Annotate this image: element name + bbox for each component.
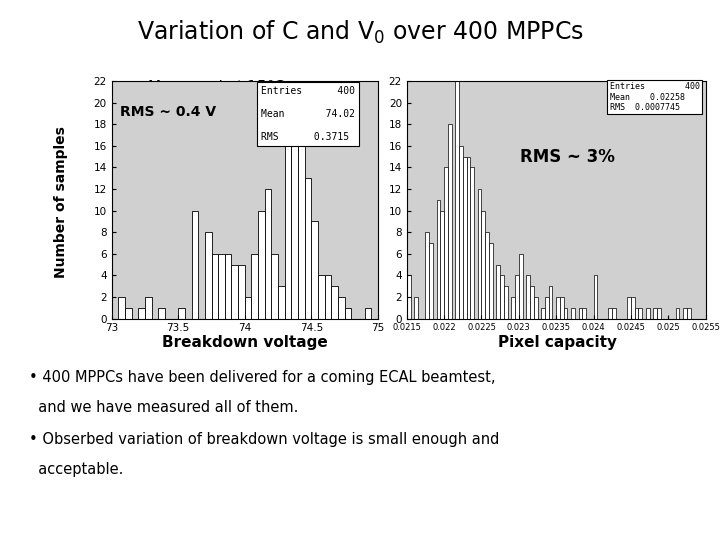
Text: • 400 MPPCs have been delivered for a coming ECAL beamtest,: • 400 MPPCs have been delivered for a co… bbox=[29, 370, 495, 385]
Text: RMS ~ 0.4 V: RMS ~ 0.4 V bbox=[120, 105, 216, 119]
Bar bbox=[407, 275, 410, 319]
Bar bbox=[318, 275, 325, 319]
Bar bbox=[285, 146, 292, 319]
Bar bbox=[515, 275, 519, 319]
Bar bbox=[218, 254, 225, 319]
Text: Pixel capacity: Pixel capacity bbox=[498, 335, 618, 350]
Bar bbox=[653, 308, 657, 319]
Bar bbox=[278, 286, 285, 319]
Bar bbox=[444, 167, 448, 319]
Bar bbox=[485, 232, 489, 319]
Bar bbox=[545, 297, 549, 319]
Bar bbox=[426, 232, 429, 319]
Bar bbox=[429, 243, 433, 319]
Bar bbox=[365, 308, 372, 319]
Text: Entries      400

Mean       74.02

RMS      0.3715: Entries 400 Mean 74.02 RMS 0.3715 bbox=[261, 86, 355, 142]
Bar bbox=[526, 275, 530, 319]
Bar bbox=[687, 308, 690, 319]
Bar bbox=[675, 308, 680, 319]
Bar bbox=[436, 200, 441, 319]
Bar bbox=[345, 308, 351, 319]
Bar bbox=[627, 297, 631, 319]
Bar bbox=[631, 297, 634, 319]
Bar bbox=[500, 275, 504, 319]
Bar bbox=[530, 286, 534, 319]
Bar bbox=[258, 211, 265, 319]
Bar bbox=[325, 275, 331, 319]
Bar bbox=[448, 124, 451, 319]
Bar bbox=[541, 308, 545, 319]
Bar bbox=[519, 254, 523, 319]
Bar bbox=[560, 297, 564, 319]
Bar bbox=[683, 308, 687, 319]
Text: Breakdown voltage: Breakdown voltage bbox=[162, 335, 328, 350]
Bar bbox=[608, 308, 612, 319]
Bar bbox=[564, 308, 567, 319]
Bar bbox=[478, 189, 482, 319]
Bar bbox=[118, 297, 125, 319]
Bar bbox=[271, 254, 278, 319]
Text: Variation of C and V$_0$ over 400 MPPCs: Variation of C and V$_0$ over 400 MPPCs bbox=[137, 19, 583, 46]
Bar bbox=[125, 308, 132, 319]
Bar bbox=[212, 254, 218, 319]
Bar bbox=[470, 167, 474, 319]
Bar bbox=[504, 286, 508, 319]
Bar bbox=[158, 308, 165, 319]
Bar bbox=[467, 157, 470, 319]
Bar bbox=[414, 297, 418, 319]
Bar bbox=[496, 265, 500, 319]
Bar bbox=[265, 189, 271, 319]
Bar bbox=[331, 286, 338, 319]
Bar bbox=[251, 254, 258, 319]
Bar bbox=[511, 297, 515, 319]
Bar bbox=[179, 308, 185, 319]
Bar bbox=[459, 146, 463, 319]
Bar bbox=[298, 103, 305, 319]
Bar bbox=[238, 265, 245, 319]
Text: • Obserbed variation of breakdown voltage is small enough and: • Obserbed variation of breakdown voltag… bbox=[29, 432, 499, 447]
Bar bbox=[534, 297, 538, 319]
Bar bbox=[579, 308, 582, 319]
Text: Measured at 15$^o$C: Measured at 15$^o$C bbox=[147, 79, 285, 96]
Text: Number of samples: Number of samples bbox=[54, 126, 68, 279]
Bar bbox=[549, 286, 552, 319]
Bar bbox=[245, 297, 251, 319]
Text: and we have measured all of them.: and we have measured all of them. bbox=[29, 400, 298, 415]
Bar bbox=[192, 211, 198, 319]
Bar bbox=[612, 308, 616, 319]
Bar bbox=[657, 308, 661, 319]
Text: Entries        400
Mean    0.02258
RMS  0.0007745: Entries 400 Mean 0.02258 RMS 0.0007745 bbox=[610, 82, 700, 112]
Bar bbox=[593, 275, 598, 319]
Bar bbox=[571, 308, 575, 319]
Bar bbox=[232, 265, 238, 319]
Bar bbox=[639, 308, 642, 319]
Text: acceptable.: acceptable. bbox=[29, 462, 123, 477]
Bar bbox=[646, 308, 649, 319]
Bar bbox=[441, 211, 444, 319]
Bar bbox=[292, 81, 298, 319]
Bar bbox=[312, 221, 318, 319]
Bar bbox=[634, 308, 639, 319]
Bar bbox=[482, 211, 485, 319]
Bar bbox=[338, 297, 345, 319]
Bar bbox=[145, 297, 152, 319]
Bar bbox=[205, 232, 212, 319]
Bar bbox=[582, 308, 586, 319]
Bar bbox=[225, 254, 231, 319]
Bar bbox=[305, 178, 312, 319]
Bar bbox=[455, 81, 459, 319]
Bar bbox=[463, 157, 467, 319]
Bar bbox=[489, 243, 492, 319]
Text: RMS ~ 3%: RMS ~ 3% bbox=[521, 147, 615, 166]
Bar bbox=[138, 308, 145, 319]
Bar bbox=[556, 297, 560, 319]
